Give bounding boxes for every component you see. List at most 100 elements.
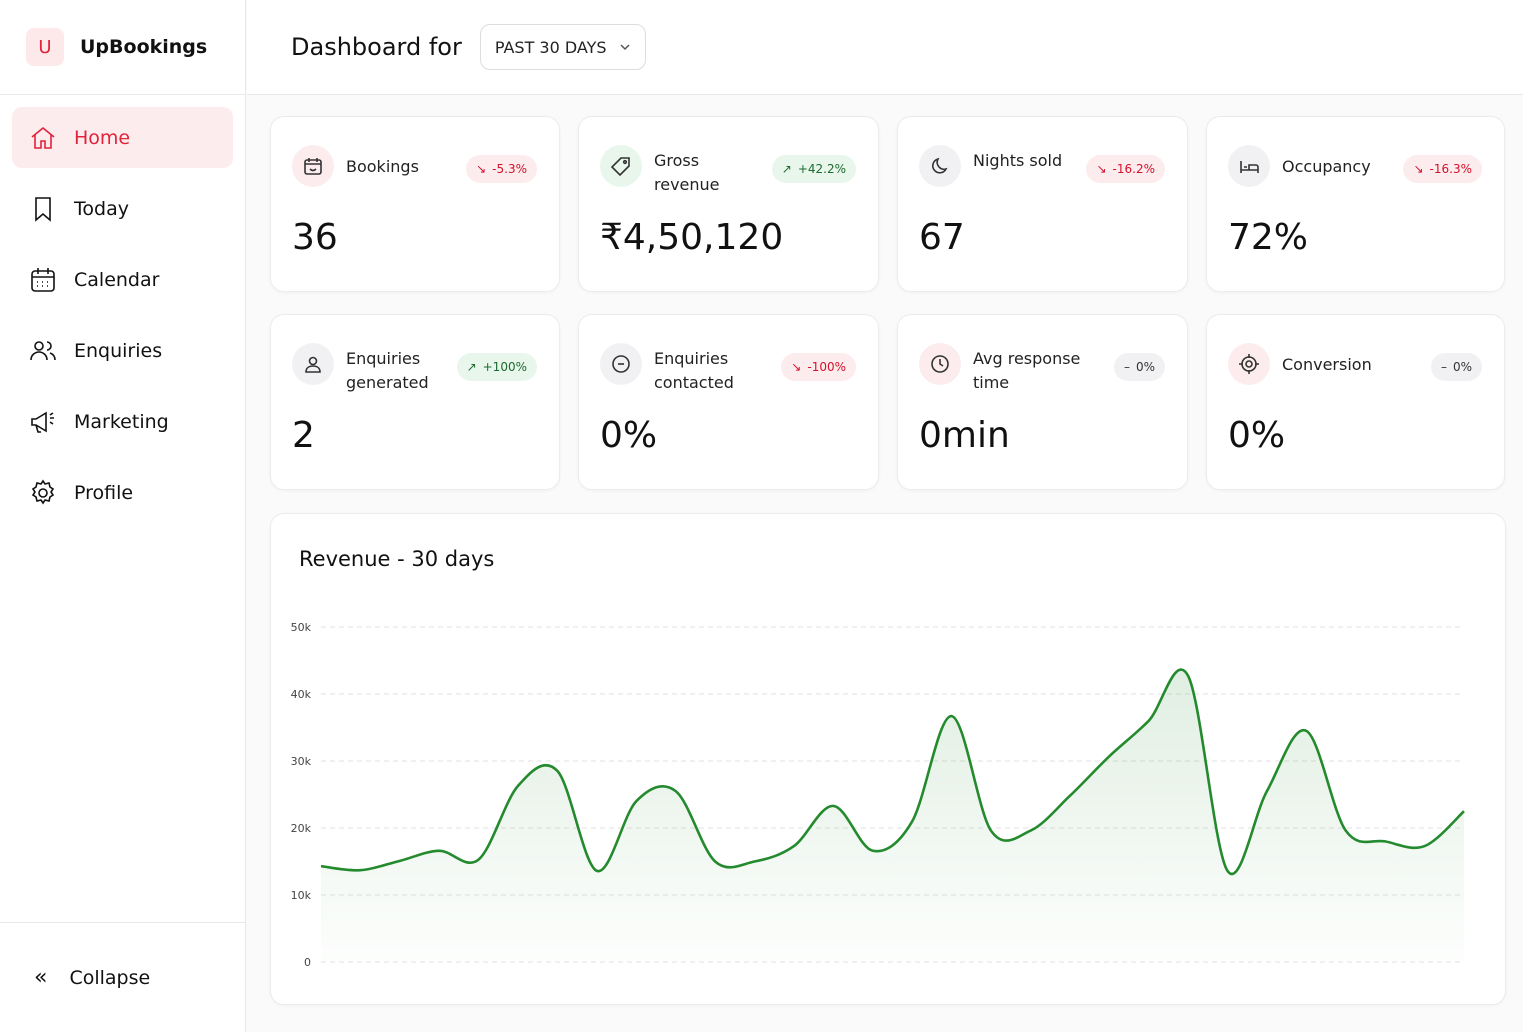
stat-card: Enquiries generated ↗ +100% 2 (270, 314, 560, 490)
chevron (620, 44, 630, 51)
trend-icon: ↘ (1096, 162, 1107, 176)
icon (931, 355, 949, 373)
stat-icon (1228, 343, 1270, 385)
top-bar: Dashboard for PAST 30 DAYS (247, 0, 1523, 95)
change-label: -100% (807, 360, 846, 374)
stat-card: Occupancy ↘ -16.3% 72% (1206, 116, 1505, 292)
nav-label: Marketing (74, 410, 169, 433)
icon (610, 157, 630, 177)
line (320, 668, 1465, 876)
change-label: -16.3% (1429, 162, 1472, 176)
y-tick-label: 0 (304, 956, 311, 969)
area (321, 669, 1464, 962)
chart-card: Revenue - 30 days 0 10k 20k 30k 40k 50k (270, 513, 1506, 1005)
stat-change: ↗ +100% (456, 353, 537, 381)
nav-icon (30, 340, 56, 360)
stat-value: 0% (600, 415, 658, 456)
stat-value: 36 (292, 217, 338, 258)
stat-card: Avg response time –0% 0min (897, 314, 1188, 490)
stat-card: Bookings ↘ -5.3% 36 (270, 116, 560, 292)
stat-label: Enquiries contacted (654, 349, 734, 392)
nav-icon (35, 196, 51, 222)
y-tick-label: 40k (291, 688, 312, 701)
nav-label: Enquiries (74, 339, 163, 362)
stat-card: Enquiries contacted ↘ -100% 0% (578, 314, 879, 490)
nav-item[interactable]: Marketing (12, 391, 233, 452)
y-tick-label: 50k (291, 621, 312, 634)
nav-item[interactable]: Home (12, 107, 233, 168)
change-label: +100% (482, 360, 527, 374)
stat-label: Bookings (346, 157, 419, 176)
trend-icon: ↘ (476, 162, 487, 176)
nav-label: Today (74, 197, 129, 220)
stat-change: ↗ +42.2% (771, 155, 856, 183)
range-label: PAST 30 DAYS (494, 37, 607, 57)
stat-change: –0% (1113, 353, 1165, 381)
stat-icon (600, 343, 642, 385)
stat-value: 0% (1228, 415, 1286, 456)
change-label: -16.2% (1112, 162, 1155, 176)
stat-card: Gross revenue ↗ +42.2% ₹4,50,120 (578, 116, 879, 292)
change-label: 0% (1452, 360, 1472, 374)
nav-icon (31, 267, 55, 292)
chart: Revenue - 30 days 0 10k 20k 30k 40k 50k (291, 547, 1465, 969)
stat-label: Avg response time (973, 349, 1081, 392)
trend-icon: – (1123, 360, 1130, 374)
sidebar: U UpBookings Home Today Calendar Enquiries M… (0, 0, 246, 1032)
y-tick-label: 10k (291, 889, 312, 902)
nav-item[interactable]: Calendar (12, 249, 233, 310)
stat-icon (919, 343, 961, 385)
stat-label: Conversion (1282, 355, 1372, 374)
stat-value: 0min (919, 415, 1010, 456)
icon (305, 356, 321, 373)
change-label: +42.2% (797, 162, 846, 176)
range-select[interactable]: PAST 30 DAYS (479, 24, 646, 70)
stat-change: ↘ -5.3% (466, 155, 537, 183)
stat-value: 2 (292, 415, 315, 456)
brand: U UpBookings (0, 0, 245, 95)
nav-icon (31, 479, 55, 504)
stat-change: ↘ -16.3% (1403, 155, 1482, 183)
stat-value: ₹4,50,120 (600, 217, 784, 258)
collapse-label: Collapse (69, 966, 151, 989)
nav-item[interactable]: Today (12, 178, 233, 239)
stat-icon (292, 343, 334, 385)
trend-icon: ↗ (781, 162, 792, 176)
icon (932, 157, 948, 174)
icon (1239, 354, 1259, 374)
collapse-button[interactable]: « Collapse (0, 922, 246, 1032)
logo: U (26, 28, 64, 66)
y-tick-label: 30k (291, 755, 312, 768)
nav-label: Calendar (74, 268, 160, 291)
nav-label: Profile (74, 481, 134, 504)
stat-icon (1228, 145, 1270, 187)
stat-value: 67 (919, 217, 965, 258)
icon (1240, 161, 1259, 173)
trend-icon: ↗ (466, 360, 477, 374)
stat-icon (292, 145, 334, 187)
stat-change: –0% (1430, 353, 1482, 381)
nav-item[interactable]: Enquiries (12, 320, 233, 381)
chart-title: Revenue - 30 days (299, 547, 494, 571)
icon (612, 355, 630, 373)
nav-icon (31, 411, 54, 433)
stat-card: Conversion –0% 0% (1206, 314, 1505, 490)
trend-icon: ↘ (1413, 162, 1424, 176)
nav-icon (31, 126, 55, 149)
stat-label: Nights sold (973, 151, 1063, 170)
nav-item[interactable]: Profile (12, 462, 233, 523)
stat-card: Nights sold ↘ -16.2% 67 (897, 116, 1188, 292)
icon (304, 158, 322, 175)
stat-change: ↘ -100% (781, 353, 856, 381)
stat-label: Occupancy (1282, 157, 1371, 176)
page-title: Dashboard for (291, 33, 462, 61)
brand-name: UpBookings (80, 36, 208, 58)
nav-label: Home (74, 126, 131, 149)
change-label: 0% (1135, 360, 1155, 374)
collapse-icon: « (34, 965, 48, 990)
stat-icon (600, 145, 642, 187)
stat-icon (919, 145, 961, 187)
stat-value: 72% (1228, 217, 1309, 258)
stat-label: Gross revenue (654, 151, 720, 194)
